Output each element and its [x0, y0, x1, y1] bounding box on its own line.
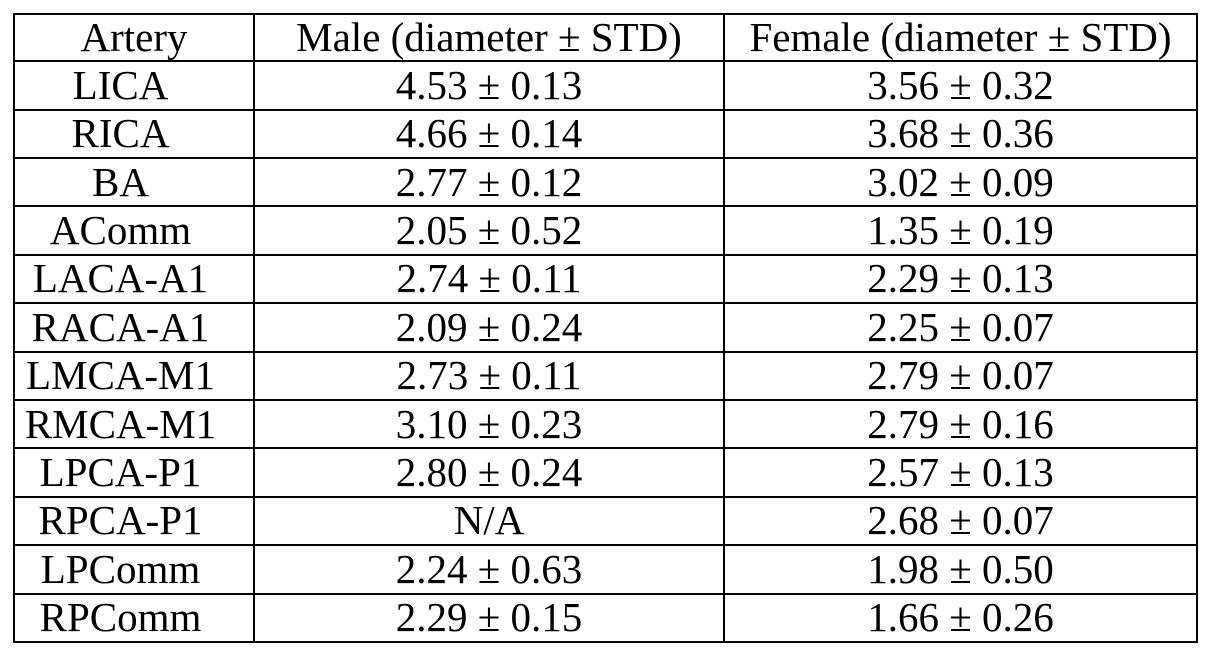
female-value-cell: 2.79 ± 0.07	[723, 350, 1198, 401]
female-value-cell: 2.29 ± 0.13	[723, 253, 1198, 305]
table-row: RICA 4.66 ± 0.14 3.68 ± 0.36	[13, 108, 1198, 159]
table-row: LMCA-M1 2.73 ± 0.11 2.79 ± 0.07	[13, 350, 1198, 401]
female-value-cell: 3.68 ± 0.36	[723, 108, 1198, 159]
male-value-cell: 4.66 ± 0.14	[253, 108, 725, 159]
male-value-cell: 2.77 ± 0.12	[253, 156, 725, 208]
female-value-cell: 1.66 ± 0.26	[723, 592, 1198, 644]
table-body: LICA 4.53 ± 0.13 3.56 ± 0.32 RICA 4.66 ± 0.1…	[13, 60, 1198, 644]
table-row: LPCA-P1 2.80 ± 0.24 2.57 ± 0.13	[13, 447, 1198, 498]
artery-cell: LICA	[13, 60, 255, 111]
table-row: RACA-A1 2.09 ± 0.24 2.25 ± 0.07	[13, 302, 1198, 353]
male-value-cell: N/A	[253, 495, 725, 547]
artery-cell: RPCA-P1	[13, 495, 255, 547]
table-row: LACA-A1 2.74 ± 0.11 2.29 ± 0.13	[13, 253, 1198, 305]
male-value-cell: 2.09 ± 0.24	[253, 302, 725, 353]
table-row: RPComm 2.29 ± 0.15 1.66 ± 0.26	[13, 592, 1198, 644]
table-row: AComm 2.05 ± 0.52 1.35 ± 0.19	[13, 205, 1198, 256]
male-value-cell: 3.10 ± 0.23	[253, 398, 725, 450]
table-row: RPCA-P1 N/A 2.68 ± 0.07	[13, 495, 1198, 547]
table-row: BA 2.77 ± 0.12 3.02 ± 0.09	[13, 156, 1198, 208]
artery-cell: LACA-A1	[13, 253, 255, 305]
male-value-cell: 2.73 ± 0.11	[253, 350, 725, 401]
column-header-artery: Artery	[13, 12, 255, 63]
artery-cell: LPCA-P1	[13, 447, 255, 498]
male-value-cell: 2.29 ± 0.15	[253, 592, 725, 644]
column-header-female-diameter: Female (diameter ± STD)	[723, 12, 1198, 63]
female-value-cell: 2.25 ± 0.07	[723, 302, 1198, 353]
female-value-cell: 1.35 ± 0.19	[723, 205, 1198, 256]
female-value-cell: 2.57 ± 0.13	[723, 447, 1198, 498]
female-value-cell: 2.79 ± 0.16	[723, 398, 1198, 450]
male-value-cell: 2.05 ± 0.52	[253, 205, 725, 256]
artery-cell: RMCA-M1	[13, 398, 255, 450]
table-row: LPComm 2.24 ± 0.63 1.98 ± 0.50	[13, 544, 1198, 595]
male-value-cell: 2.74 ± 0.11	[253, 253, 725, 305]
table-row: RMCA-M1 3.10 ± 0.23 2.79 ± 0.16	[13, 398, 1198, 450]
male-value-cell: 2.80 ± 0.24	[253, 447, 725, 498]
female-value-cell: 3.56 ± 0.32	[723, 60, 1198, 111]
artery-diameter-table: Artery Male (diameter ± STD) Female (dia…	[13, 12, 1198, 644]
artery-cell: AComm	[13, 205, 255, 256]
artery-cell: BA	[13, 156, 255, 208]
female-value-cell: 1.98 ± 0.50	[723, 544, 1198, 595]
table-row: LICA 4.53 ± 0.13 3.56 ± 0.32	[13, 60, 1198, 111]
male-value-cell: 2.24 ± 0.63	[253, 544, 725, 595]
table-header-row: Artery Male (diameter ± STD) Female (dia…	[13, 12, 1198, 63]
female-value-cell: 2.68 ± 0.07	[723, 495, 1198, 547]
artery-cell: RICA	[13, 108, 255, 159]
male-value-cell: 4.53 ± 0.13	[253, 60, 725, 111]
artery-cell: RPComm	[13, 592, 255, 644]
artery-cell: RACA-A1	[13, 302, 255, 353]
female-value-cell: 3.02 ± 0.09	[723, 156, 1198, 208]
artery-cell: LMCA-M1	[13, 350, 255, 401]
column-header-male-diameter: Male (diameter ± STD)	[253, 12, 725, 63]
artery-cell: LPComm	[13, 544, 255, 595]
